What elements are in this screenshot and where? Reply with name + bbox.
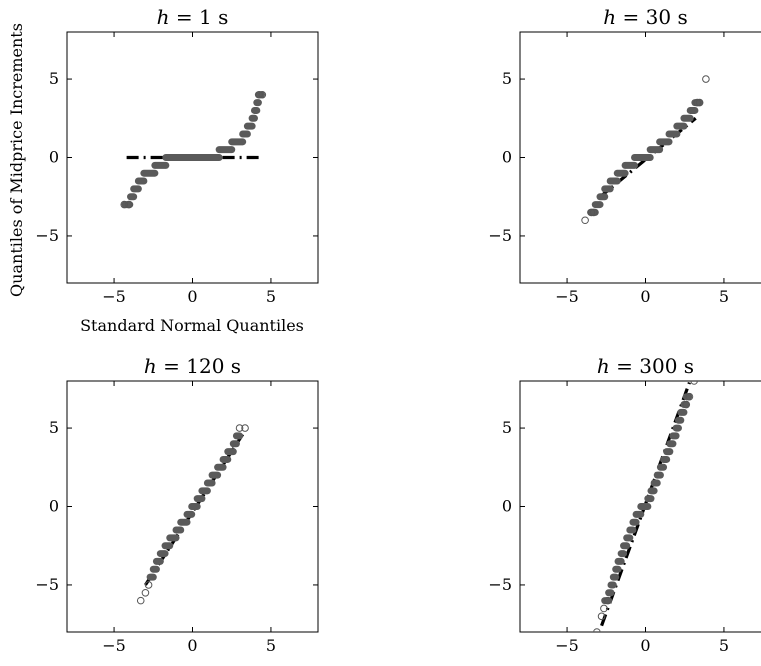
panel-2-y-tick-label: −5	[488, 226, 512, 245]
panel-2-quantile-point	[589, 208, 598, 217]
panel-1-y-tick-label: 0	[49, 148, 59, 167]
panel-2-quantile-point	[587, 208, 596, 217]
panel-4-quantile-point	[690, 381, 698, 385]
panel-3-quantile-point	[241, 424, 249, 432]
panel-2: h = 30 s −5 0 5 −5 0 5	[488, 5, 761, 306]
panel-2-plot-area	[581, 75, 710, 225]
panel-4-x-tick-label: −5	[555, 636, 579, 655]
panel-1-x-tick-label: 0	[187, 287, 197, 306]
panel-3-plot-area	[136, 424, 249, 605]
panel-3-y-tick-label: 0	[49, 497, 59, 516]
panel-3: h = 120 s −5 0 5 −5 0 5	[35, 354, 319, 655]
panel-3-title: h = 120 s	[144, 354, 241, 378]
panel-1-x-tick-label: −5	[102, 287, 126, 306]
figure-x-axis-label: Standard Normal Quantiles	[80, 316, 304, 335]
panel-2-x-tick-label: 0	[640, 287, 650, 306]
panel-1-quantile-point	[258, 90, 267, 99]
panel-3-y-tick-label: −5	[35, 575, 59, 594]
panel-4-y-tick-label: −5	[488, 575, 512, 594]
panel-1-x-tick-label: 5	[266, 287, 276, 306]
panel-3-y-tick-label: 5	[49, 418, 59, 437]
panel-4-y-tick-label: 0	[502, 497, 512, 516]
panel-4-quantile-point	[600, 604, 608, 613]
panel-1-quantile-point	[255, 90, 263, 99]
panel-1-title-variable: h	[157, 5, 170, 29]
panel-2-quantile-point	[695, 98, 704, 107]
panel-2-title: h = 30 s	[603, 5, 687, 29]
panel-3-x-tick-label: 5	[266, 636, 276, 655]
panel-2-x-tick-label: 5	[719, 287, 729, 306]
panel-2-reference-line	[597, 117, 697, 200]
panel-4-quantile-point	[597, 612, 606, 621]
panel-4-quantile-point	[593, 628, 601, 632]
panel-1-plot-area	[120, 90, 267, 209]
panel-3-x-tick-label: 0	[187, 636, 197, 655]
panel-1-title-value: = 1 s	[170, 5, 229, 29]
panel-4-title-value: = 300 s	[610, 354, 694, 378]
panel-2-title-value: = 30 s	[616, 5, 688, 29]
panel-4-title: h = 300 s	[597, 354, 694, 378]
panel-4: h = 300 s −5 0 5 −5 0 5	[488, 354, 761, 655]
panel-4-y-tick-label: 5	[502, 418, 512, 437]
panel-1: h = 1 s −5 0 5 −5 0 5	[35, 5, 319, 306]
figure-y-axis-label: Quantiles of Midprice Increments	[7, 23, 26, 297]
panel-4-quantile-point	[685, 392, 694, 401]
panel-4-title-variable: h	[597, 354, 610, 378]
panel-2-quantile-point	[702, 75, 710, 83]
panel-3-x-tick-label: −5	[102, 636, 126, 655]
panel-1-quantile-point	[120, 200, 129, 209]
panel-3-title-value: = 120 s	[157, 354, 241, 378]
panel-4-x-tick-label: 5	[719, 636, 729, 655]
panel-2-x-tick-label: −5	[555, 287, 579, 306]
panel-1-quantile-point	[125, 200, 133, 209]
panel-3-quantile-point	[235, 424, 244, 432]
panel-3-quantile-point	[141, 588, 150, 597]
panel-4-quantile-point	[604, 596, 612, 605]
panel-2-title-variable: h	[603, 5, 616, 29]
panel-2-y-tick-label: 5	[502, 69, 512, 88]
panel-2-quantile-point	[693, 98, 702, 107]
panel-1-y-tick-label: −5	[35, 226, 59, 245]
panel-4-plot-area	[593, 381, 698, 632]
panel-1-title: h = 1 s	[157, 5, 229, 29]
panel-1-y-tick-label: 5	[49, 69, 59, 88]
panel-4-quantile-point	[682, 400, 691, 409]
panel-2-quantile-point	[581, 216, 589, 225]
panel-3-quantile-point	[136, 596, 145, 605]
panel-2-y-tick-label: 0	[502, 148, 512, 167]
panel-3-title-variable: h	[144, 354, 157, 378]
panel-4-x-tick-label: 0	[640, 636, 650, 655]
panel-3-quantile-point	[144, 581, 153, 589]
